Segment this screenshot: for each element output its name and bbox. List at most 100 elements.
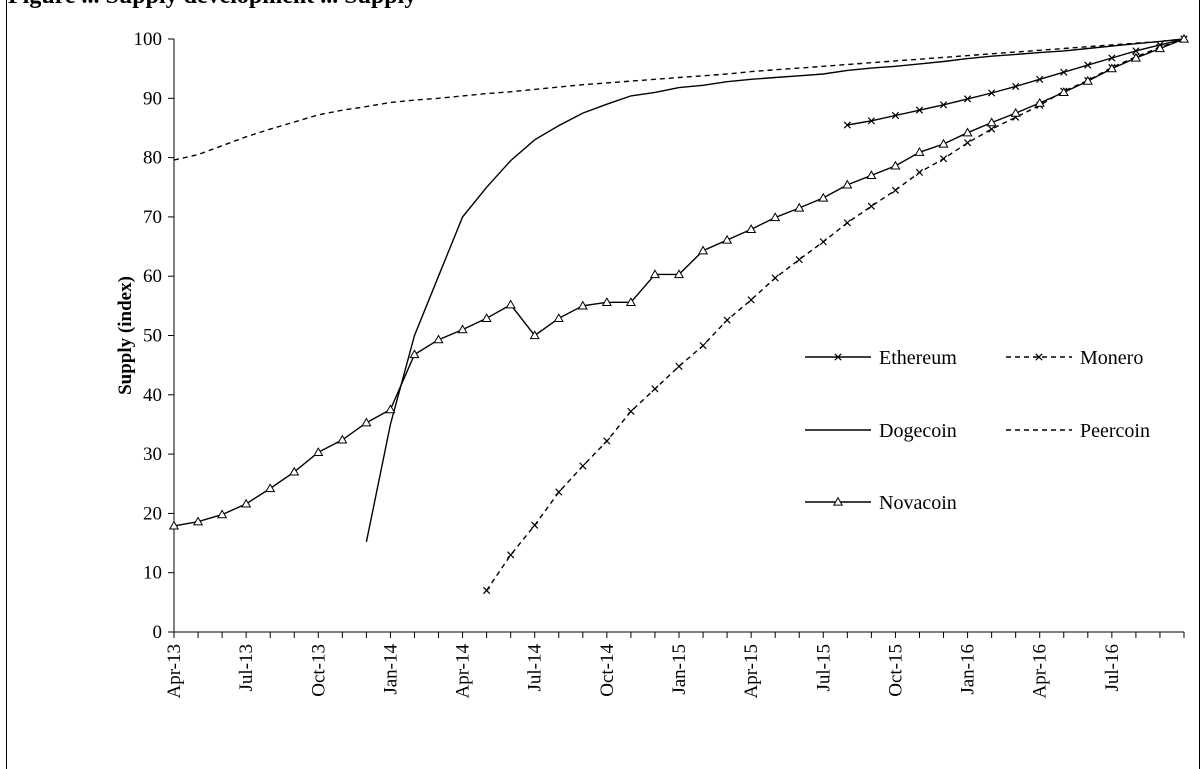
monero-point (771, 274, 779, 282)
novacoin-point (770, 212, 781, 222)
novacoin-point (818, 192, 829, 202)
novacoin-point (1034, 97, 1045, 107)
novacoin-point (722, 234, 733, 244)
ethereum-point (1084, 61, 1092, 69)
ethereum-point (1012, 82, 1020, 91)
novacoin-point (553, 313, 564, 322)
ethereum-point (891, 111, 900, 120)
monero-point (819, 238, 827, 246)
novacoin-point (433, 334, 444, 344)
y-tick-label: 0 (153, 622, 163, 643)
novacoin-point (962, 127, 973, 137)
x-tick-label: Jul-15 (813, 644, 834, 692)
novacoin-point (890, 160, 901, 170)
novacoin-point (457, 324, 468, 334)
novacoin-point (866, 170, 877, 180)
monero-point (627, 407, 635, 416)
x-tick-label: Apr-16 (1030, 644, 1051, 699)
novacoin-point (1010, 107, 1021, 117)
novacoin-point (1106, 63, 1117, 73)
novacoin-point (986, 117, 997, 127)
novacoin-point (746, 224, 757, 234)
novacoin-point (1082, 75, 1093, 85)
novacoin-point (649, 269, 661, 279)
novacoin-point (361, 417, 372, 427)
x-tick-label: Jan-14 (380, 644, 401, 695)
y-tick-label: 40 (143, 385, 162, 406)
monero-point (555, 488, 563, 496)
novacoin-point (217, 509, 228, 519)
novacoin-point (697, 245, 709, 255)
legend-label-novacoin: Novacoin (879, 492, 957, 514)
monero-point (675, 362, 683, 370)
novacoin-series (168, 33, 1190, 530)
legend-label-dogecoin: Dogecoin (879, 420, 957, 442)
x-tick-label: Jul-16 (1102, 644, 1123, 692)
x-tick-label: Oct-13 (308, 644, 329, 697)
ethereum-point (1060, 68, 1068, 76)
x-tick-label: Jul-13 (236, 644, 257, 692)
ethereum-point (843, 121, 851, 129)
ethereum-point (939, 101, 948, 109)
legend-label-monero: Monero (1080, 347, 1143, 369)
y-axis-title: Supply (index) (115, 276, 136, 395)
novacoin-point (625, 297, 636, 306)
novacoin-point (505, 299, 516, 309)
novacoin-point (481, 313, 492, 322)
novacoin-line (173, 38, 1185, 527)
monero-point (963, 139, 972, 147)
y-tick-label: 60 (143, 266, 162, 287)
peercoin-series (173, 38, 1185, 161)
monero-point (579, 462, 587, 470)
novacoin-point (1058, 87, 1069, 97)
novacoin-point (529, 330, 540, 340)
monero-point (891, 186, 900, 194)
novacoin-point (1178, 33, 1190, 43)
monero-point (915, 168, 924, 177)
novacoin-point (192, 516, 204, 526)
novacoin-point (337, 434, 348, 444)
novacoin-point (914, 147, 925, 156)
novacoin-point (794, 202, 805, 212)
x-tick-label: Oct-14 (597, 644, 618, 697)
novacoin-point (1130, 52, 1141, 62)
novacoin-point (385, 404, 396, 414)
novacoin-point (938, 138, 949, 148)
y-tick-label: 20 (143, 503, 162, 524)
ethereum-point (963, 95, 972, 103)
legend-label-peercoin: Peercoin (1080, 420, 1150, 442)
legend-ethereum-point (834, 353, 842, 361)
novacoin-point (313, 447, 324, 456)
monero-point (651, 385, 659, 393)
legend-item-monero: Monero (1006, 347, 1143, 369)
y-tick-label: 90 (143, 88, 162, 109)
legend-label-ethereum: Ethereum (879, 347, 957, 369)
legend-item-dogecoin: Dogecoin (805, 420, 957, 442)
x-tick-label: Jul-14 (525, 644, 546, 692)
x-tick-label: Jan-15 (669, 644, 690, 695)
y-tick-label: 30 (143, 444, 162, 465)
x-tick-label: Oct-15 (885, 644, 906, 697)
ethereum-point (1036, 75, 1044, 83)
ethereum-point (915, 106, 924, 114)
monero-point (723, 316, 731, 324)
monero-point (795, 255, 803, 264)
novacoin-point (241, 498, 252, 508)
monero-point (843, 219, 851, 227)
x-tick-label: Jan-16 (958, 644, 979, 695)
x-tick-label: Apr-15 (741, 644, 762, 699)
novacoin-point (409, 349, 420, 359)
ethereum-point (1132, 47, 1140, 55)
y-tick-label: 50 (143, 326, 162, 347)
ethereum-point (987, 89, 996, 97)
monero-point (699, 341, 707, 350)
monero-point (507, 551, 515, 559)
legend-item-ethereum: Ethereum (805, 347, 957, 369)
ethereum-point (867, 117, 876, 125)
legend-item-peercoin: Peercoin (1006, 420, 1150, 442)
x-tick-label: Apr-14 (453, 644, 474, 699)
chart-legend: Ethereum Monero Dogecoin Peercoin Novacoin (805, 347, 1150, 514)
monero-point (531, 521, 539, 529)
novacoin-point (168, 520, 180, 530)
